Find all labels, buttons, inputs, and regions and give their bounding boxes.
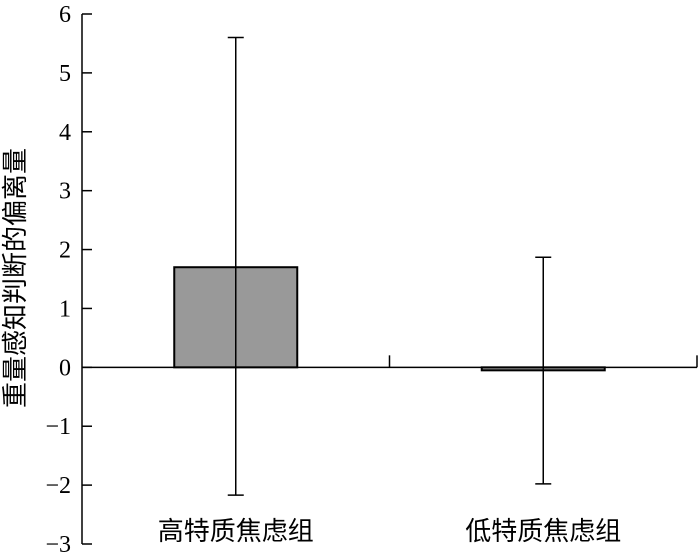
y-tick-label--3: −3 [45, 532, 71, 554]
error-bars [227, 36, 552, 496]
bars [173, 266, 606, 372]
category-label-2: 低特质焦虑组 [465, 517, 621, 547]
y-tick-label--1: −1 [45, 414, 71, 440]
y-tick-label-1: 1 [59, 296, 71, 322]
category-labels: 高特质焦虑组 低特质焦虑组 [158, 517, 622, 547]
y-tick-label-0: 0 [59, 355, 71, 381]
y-tick-label-4: 4 [59, 120, 71, 146]
y-tick-label-6: 6 [59, 2, 71, 28]
category-label-1: 高特质焦虑组 [158, 517, 314, 547]
y-tick-label-3: 3 [59, 179, 71, 205]
y-tick-label-5: 5 [59, 61, 71, 87]
y-axis-title: 重量感知判断的偏离量 [1, 148, 31, 408]
y-tick-label-2: 2 [59, 238, 71, 264]
y-tick-label--2: −2 [45, 473, 71, 499]
y-axis: −3 −2 −1 0 1 2 3 4 5 6 [45, 2, 92, 554]
